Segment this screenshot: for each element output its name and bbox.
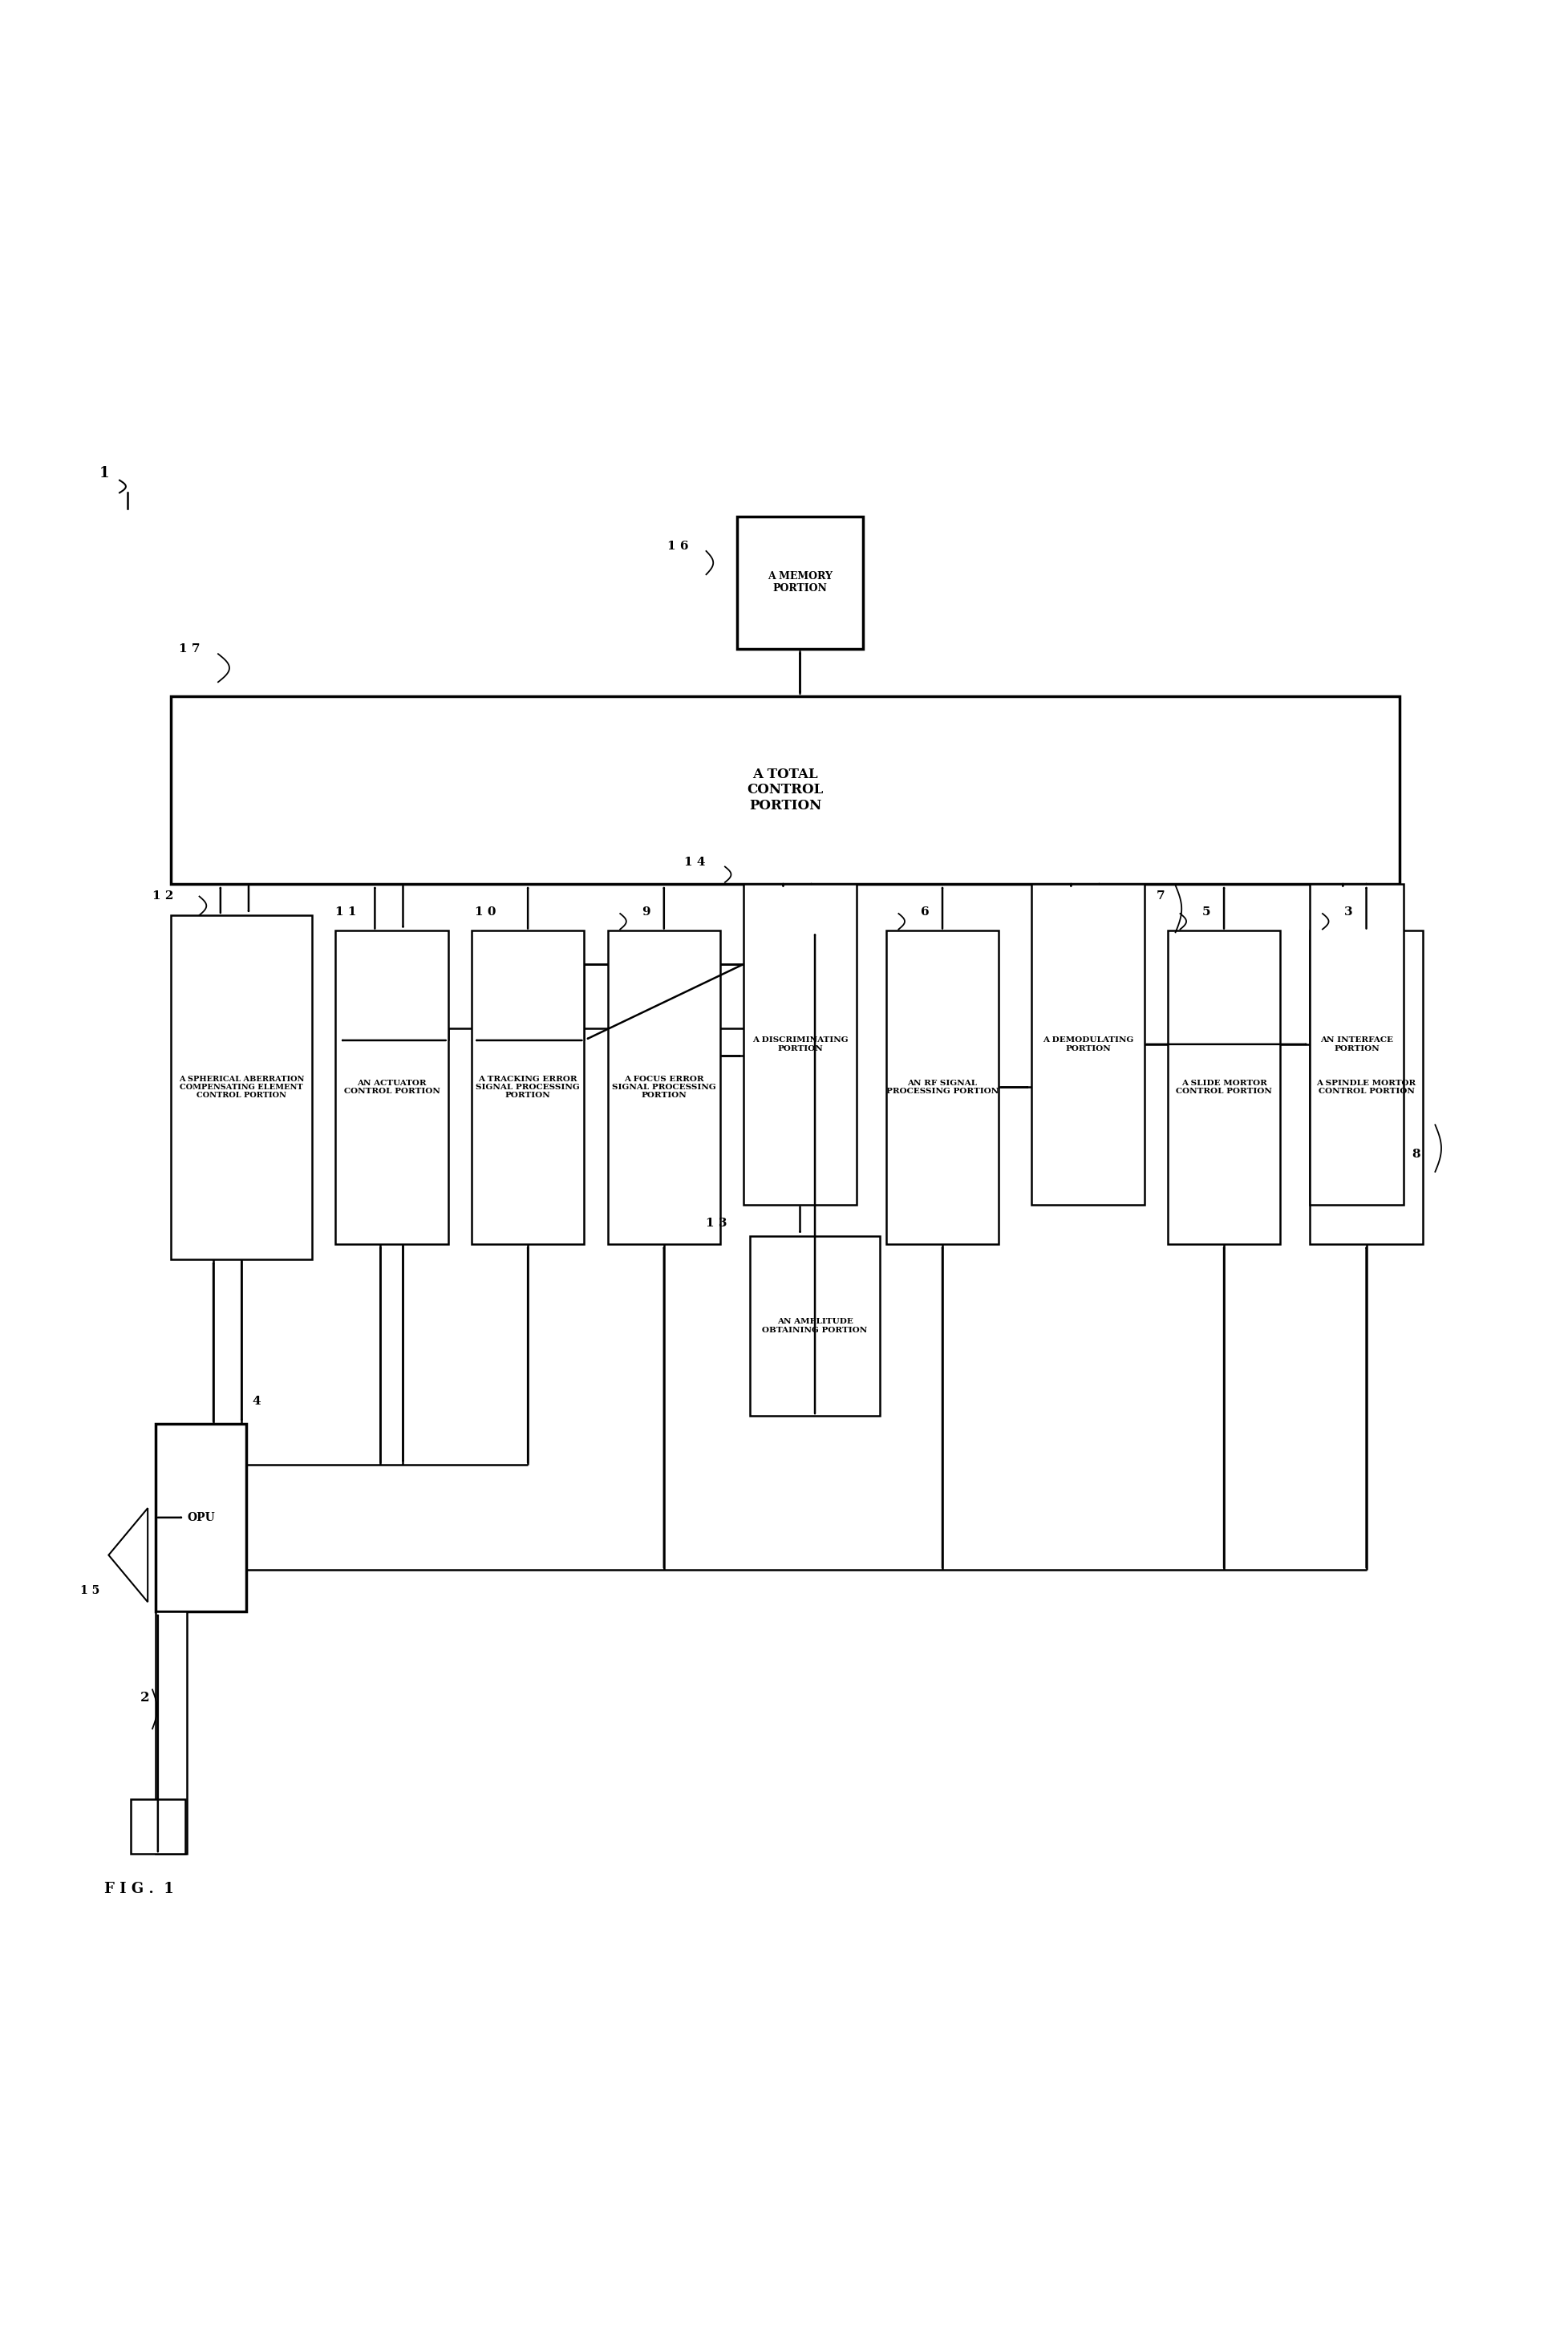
Text: A SLIDE MORTOR
CONTROL PORTION: A SLIDE MORTOR CONTROL PORTION: [1176, 1079, 1272, 1096]
Text: AN RF SIGNAL
PROCESSING PORTION: AN RF SIGNAL PROCESSING PORTION: [886, 1079, 999, 1096]
Bar: [171, 697, 1399, 883]
Text: AN AMPLITUDE
OBTAINING PORTION: AN AMPLITUDE OBTAINING PORTION: [762, 1317, 867, 1333]
Text: 1 6: 1 6: [666, 541, 688, 552]
Text: A TRACKING ERROR
SIGNAL PROCESSING
PORTION: A TRACKING ERROR SIGNAL PROCESSING PORTI…: [475, 1075, 580, 1100]
Bar: [336, 930, 448, 1245]
Bar: [155, 1424, 246, 1611]
Text: A DISCRIMINATING
PORTION: A DISCRIMINATING PORTION: [751, 1037, 848, 1051]
Bar: [750, 1235, 880, 1415]
Bar: [130, 1800, 185, 1853]
Text: F I G .  1: F I G . 1: [103, 1881, 174, 1895]
Text: 8: 8: [1411, 1149, 1419, 1161]
Text: 1 5: 1 5: [80, 1585, 100, 1597]
Bar: [607, 930, 720, 1245]
Text: 5: 5: [1201, 907, 1210, 918]
Text: 1 1: 1 1: [336, 907, 356, 918]
Bar: [1032, 883, 1143, 1205]
Text: 1 2: 1 2: [152, 890, 174, 902]
Text: A DEMODULATING
PORTION: A DEMODULATING PORTION: [1041, 1037, 1132, 1051]
Text: A TOTAL
CONTROL
PORTION: A TOTAL CONTROL PORTION: [746, 767, 823, 814]
Text: A MEMORY
PORTION: A MEMORY PORTION: [767, 571, 833, 594]
Bar: [155, 1611, 187, 1853]
Bar: [171, 916, 312, 1259]
Text: A FOCUS ERROR
SIGNAL PROCESSING
PORTION: A FOCUS ERROR SIGNAL PROCESSING PORTION: [612, 1075, 715, 1100]
Text: 1 0: 1 0: [475, 907, 495, 918]
Text: 7: 7: [1156, 890, 1165, 902]
Text: 6: 6: [920, 907, 928, 918]
Bar: [743, 883, 856, 1205]
Text: 1 3: 1 3: [706, 1217, 728, 1228]
Text: OPU: OPU: [187, 1513, 215, 1522]
Text: A SPINDLE MORTOR
CONTROL PORTION: A SPINDLE MORTOR CONTROL PORTION: [1316, 1079, 1416, 1096]
Bar: [737, 515, 862, 650]
Text: 1 4: 1 4: [684, 855, 706, 867]
Text: 1 7: 1 7: [179, 643, 201, 655]
Bar: [1309, 930, 1422, 1245]
Text: 3: 3: [1344, 907, 1352, 918]
Text: 2: 2: [140, 1690, 149, 1704]
Bar: [1167, 930, 1279, 1245]
Text: 1: 1: [99, 466, 110, 480]
Text: AN ACTUATOR
CONTROL PORTION: AN ACTUATOR CONTROL PORTION: [343, 1079, 439, 1096]
Text: 4: 4: [252, 1396, 260, 1408]
Text: A SPHERICAL ABERRATION
COMPENSATING ELEMENT
CONTROL PORTION: A SPHERICAL ABERRATION COMPENSATING ELEM…: [179, 1075, 304, 1100]
Bar: [886, 930, 999, 1245]
Text: 9: 9: [641, 907, 651, 918]
Bar: [1309, 883, 1403, 1205]
Text: AN INTERFACE
PORTION: AN INTERFACE PORTION: [1320, 1037, 1392, 1051]
Bar: [472, 930, 583, 1245]
